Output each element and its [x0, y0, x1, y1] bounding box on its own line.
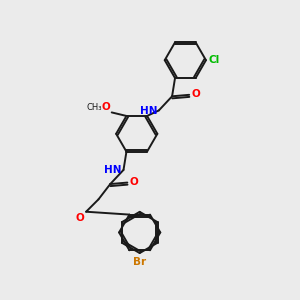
Text: Cl: Cl — [208, 55, 219, 64]
Text: CH₃: CH₃ — [87, 103, 102, 112]
Text: O: O — [129, 177, 138, 187]
Text: Br: Br — [133, 257, 146, 268]
Text: HN: HN — [140, 106, 157, 116]
Text: O: O — [102, 102, 110, 112]
Text: HN: HN — [104, 166, 122, 176]
Text: O: O — [191, 89, 200, 99]
Text: O: O — [76, 213, 84, 223]
